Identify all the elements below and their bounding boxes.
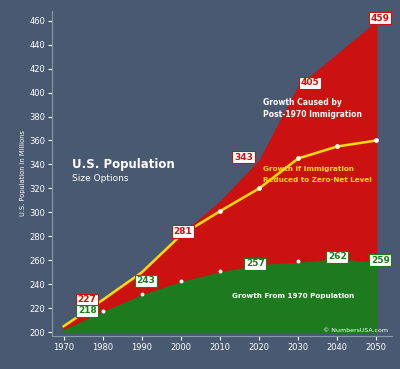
Text: Post-1970 Immigration: Post-1970 Immigration	[263, 110, 362, 118]
Text: 243: 243	[136, 276, 155, 285]
Text: U.S. Population: U.S. Population	[72, 158, 174, 171]
Point	[256, 186, 262, 192]
Y-axis label: U.S. Population in Millions: U.S. Population in Millions	[20, 131, 26, 216]
Text: 459: 459	[371, 14, 390, 23]
Point	[334, 255, 340, 261]
Point	[373, 19, 380, 25]
Point	[334, 144, 340, 149]
Text: Size Options: Size Options	[72, 174, 128, 183]
Text: Growth if Immigration: Growth if Immigration	[263, 166, 354, 172]
Point	[178, 278, 184, 284]
Text: © NumbersUSA.com: © NumbersUSA.com	[323, 328, 388, 334]
Point	[100, 308, 106, 314]
Point	[373, 259, 380, 265]
Point	[256, 261, 262, 267]
Text: (Zero Net Immigration): (Zero Net Immigration)	[232, 304, 315, 310]
Point	[373, 138, 380, 144]
Point	[217, 208, 223, 214]
Text: 227: 227	[78, 295, 97, 304]
Point	[295, 155, 302, 161]
Text: 262: 262	[328, 252, 347, 261]
Text: Growth Caused by: Growth Caused by	[263, 98, 342, 107]
Point	[217, 268, 223, 274]
Text: 259: 259	[371, 256, 390, 265]
Text: 343: 343	[234, 153, 253, 162]
Point	[295, 259, 302, 265]
Point	[178, 232, 184, 238]
Text: Growth From 1970 Population: Growth From 1970 Population	[232, 293, 354, 299]
Point	[139, 291, 145, 297]
Text: 281: 281	[174, 227, 192, 236]
Text: Reduced to Zero-Net Level: Reduced to Zero-Net Level	[263, 177, 372, 183]
Text: 218: 218	[78, 306, 96, 315]
Text: 257: 257	[246, 259, 265, 268]
Text: 405: 405	[300, 79, 319, 87]
